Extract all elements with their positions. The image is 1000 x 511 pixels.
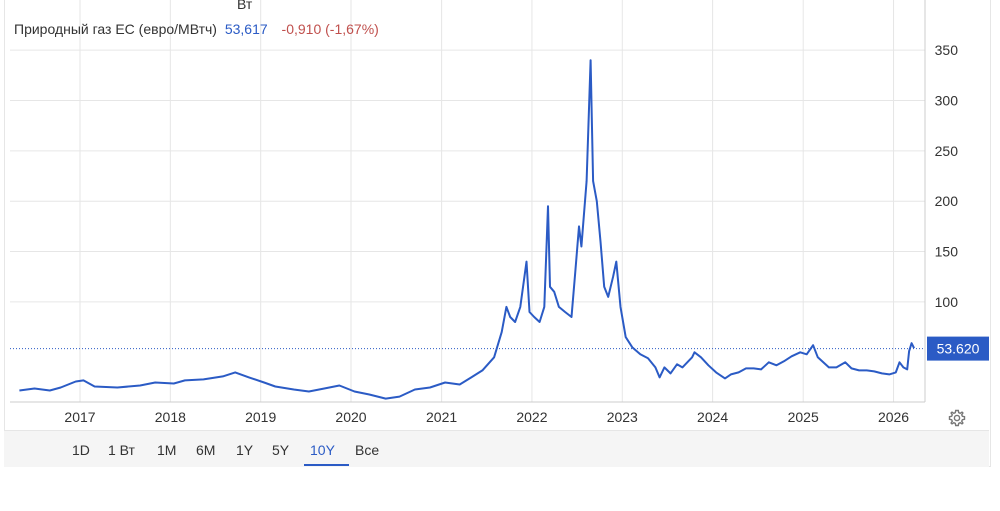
range-toolbar: 1D 1 Вт 1M 6M 1Y 5Y 10Y Все	[4, 430, 989, 467]
x-tick-label: 2022	[516, 409, 547, 425]
series-line	[19, 59, 915, 400]
top-fragment-text: Вт	[237, 0, 253, 12]
x-tick-label: 2019	[245, 409, 276, 425]
range-button-10y[interactable]: 10Y	[310, 442, 335, 458]
legend-label: Природный газ ЕС (евро/МВтч)	[14, 21, 217, 37]
chart: 100 150 200 250 300 350 2017 2018 2019 2020 2021 20…	[10, 0, 989, 425]
legend-value: 53,617	[224, 21, 268, 37]
range-button-1m[interactable]: 1M	[157, 442, 177, 458]
range-button-1y[interactable]: 1Y	[236, 442, 254, 458]
last-value-badge	[927, 336, 989, 361]
x-tick-label: 2018	[155, 409, 186, 425]
y-tick-label: 100	[935, 294, 959, 310]
x-tick-label: 2020	[335, 409, 366, 425]
range-button-1w[interactable]: 1 Вт	[108, 442, 135, 458]
x-tick-label: 2017	[64, 409, 95, 425]
x-tick-label: 2026	[878, 409, 909, 425]
y-tick-label: 250	[935, 143, 959, 159]
x-tick-label: 2021	[426, 409, 457, 425]
active-range-underline	[304, 464, 349, 466]
x-tick-label: 2025	[788, 409, 819, 425]
gear-icon[interactable]	[947, 408, 967, 428]
x-tick-label: 2023	[607, 409, 638, 425]
legend-change: -0,910 (-1,67%)	[281, 21, 379, 37]
last-value-label: 53.620	[937, 341, 980, 357]
y-tick-label: 150	[935, 244, 959, 260]
y-tick-label: 200	[935, 193, 959, 209]
x-tick-label: 2024	[697, 409, 728, 425]
range-button-all[interactable]: Все	[355, 442, 380, 458]
y-tick-label: 300	[935, 93, 959, 109]
range-button-6m[interactable]: 6M	[196, 442, 216, 458]
legend: Природный газ ЕС (евро/МВтч) 53,617 -0,9…	[14, 21, 379, 37]
range-button-1d[interactable]: 1D	[72, 442, 90, 458]
range-button-5y[interactable]: 5Y	[272, 442, 290, 458]
y-tick-label: 350	[935, 42, 959, 58]
